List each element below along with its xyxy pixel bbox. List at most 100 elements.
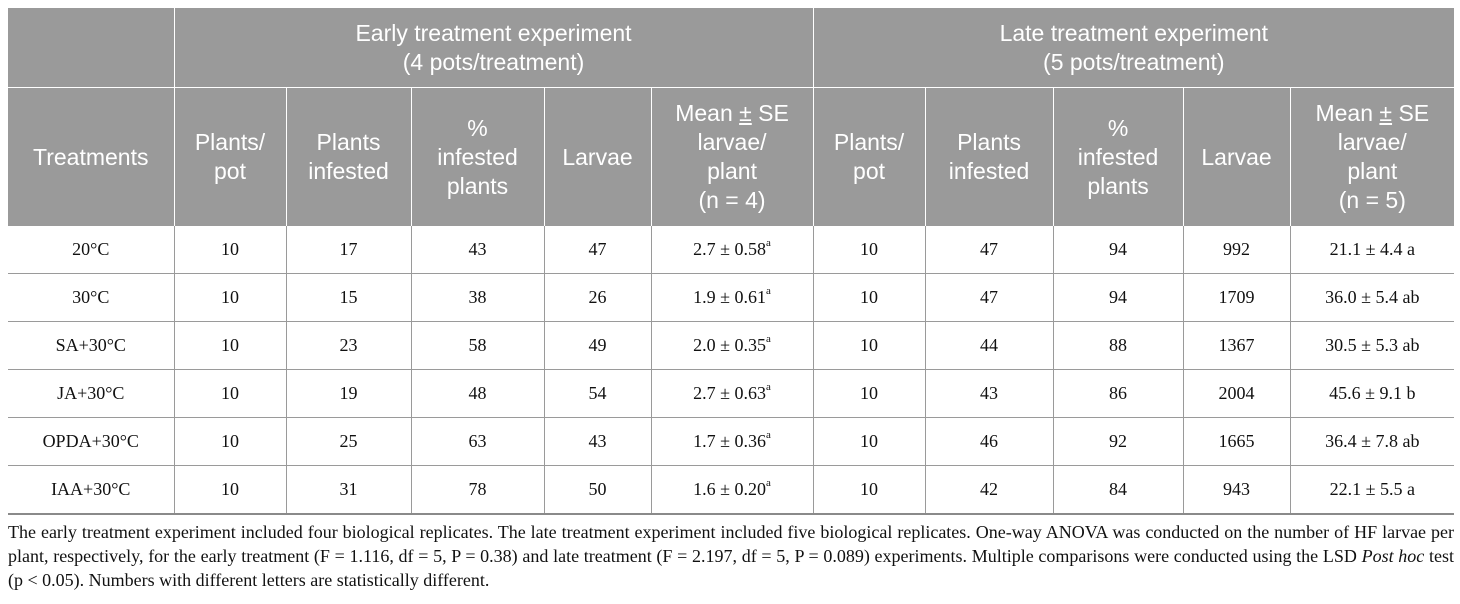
cell-early-larvae: 26 [543, 273, 651, 322]
cell-early-larvae: 49 [543, 321, 651, 370]
cell-early-mean-se: 1.6 ± 0.20a [650, 465, 814, 515]
col-treatments: Treatments [8, 87, 174, 226]
cell-early-mean-se: 2.7 ± 0.63a [650, 369, 814, 418]
cell-treatment: 30°C [8, 273, 174, 322]
cell-early-pct-infested: 63 [410, 417, 544, 466]
significance-letter: a [766, 285, 771, 297]
col-late-plants-infested: Plants infested [924, 87, 1054, 226]
cell-late-pct-infested: 94 [1052, 273, 1184, 322]
cell-late-plants-pot: 10 [812, 226, 926, 274]
cell-late-mean-se: 36.4 ± 7.8 ab [1289, 417, 1455, 466]
col-late-larvae: Larvae [1182, 87, 1291, 226]
late-subtitle: (5 pots/treatment) [1043, 48, 1225, 75]
late-title: Late treatment experiment [999, 19, 1269, 46]
results-table: Early treatment experiment (4 pots/treat… [8, 8, 1455, 515]
cell-treatment: OPDA+30°C [8, 417, 174, 466]
header-blank-cell [8, 8, 174, 88]
cell-late-mean-se: 21.1 ± 4.4 a [1289, 226, 1455, 274]
cell-early-plants-infested: 31 [285, 465, 411, 515]
significance-letter: a [766, 477, 771, 489]
cell-late-mean-se: 36.0 ± 5.4 ab [1289, 273, 1455, 322]
col-early-larvae: Larvae [543, 87, 651, 226]
table-row: IAA+30°C 10 31 78 50 1.6 ± 0.20a 10 42 8… [8, 465, 1455, 515]
cell-early-pct-infested: 78 [410, 465, 544, 515]
cell-early-mean-se: 2.0 ± 0.35a [650, 321, 814, 370]
cell-early-plants-pot: 10 [173, 465, 286, 515]
header-row-columns: Treatments Plants/pot Plants infested % in… [8, 87, 1455, 226]
cell-early-plants-infested: 17 [285, 226, 411, 274]
cell-early-pct-infested: 48 [410, 369, 544, 418]
cell-late-pct-infested: 92 [1052, 417, 1184, 466]
col-early-mean-se: Mean ± SE larvae/plant (n = 4) [650, 87, 814, 226]
cell-late-plants-pot: 10 [812, 321, 926, 370]
table-footnote: The early treatment experiment included … [8, 522, 1454, 590]
cell-late-mean-se: 45.6 ± 9.1 b [1289, 369, 1455, 418]
cell-late-larvae: 943 [1182, 465, 1291, 515]
table-row: 20°C 10 17 43 47 2.7 ± 0.58a 10 47 94 99… [8, 226, 1455, 274]
cell-late-pct-infested: 84 [1052, 465, 1184, 515]
cell-late-larvae: 2004 [1182, 369, 1291, 418]
cell-late-pct-infested: 86 [1052, 369, 1184, 418]
cell-early-plants-pot: 10 [173, 417, 286, 466]
cell-treatment: 20°C [8, 226, 174, 274]
cell-early-plants-pot: 10 [173, 369, 286, 418]
table-row: OPDA+30°C 10 25 63 43 1.7 ± 0.36a 10 46 … [8, 417, 1455, 466]
cell-late-plants-pot: 10 [812, 273, 926, 322]
col-early-pct-infested: % infested plants [410, 87, 544, 226]
cell-late-plants-infested: 47 [924, 273, 1054, 322]
cell-early-plants-pot: 10 [173, 321, 286, 370]
cell-late-larvae: 1665 [1182, 417, 1291, 466]
significance-letter: a [766, 333, 771, 345]
cell-late-larvae: 1709 [1182, 273, 1291, 322]
cell-late-plants-pot: 10 [812, 369, 926, 418]
footnote-italic: Post hoc [1361, 546, 1425, 566]
col-early-plants-infested: Plants infested [285, 87, 411, 226]
cell-late-plants-infested: 42 [924, 465, 1054, 515]
col-late-mean-se: Mean ± SE larvae/plant (n = 5) [1289, 87, 1455, 226]
cell-early-pct-infested: 58 [410, 321, 544, 370]
cell-late-mean-se: 22.1 ± 5.5 a [1289, 465, 1455, 515]
cell-early-mean-se: 1.7 ± 0.36a [650, 417, 814, 466]
cell-early-larvae: 43 [543, 417, 651, 466]
header-row-groups: Early treatment experiment (4 pots/treat… [8, 8, 1455, 88]
cell-early-plants-infested: 23 [285, 321, 411, 370]
significance-letter: a [766, 237, 771, 249]
early-title: Early treatment experiment [355, 19, 632, 46]
cell-late-pct-infested: 88 [1052, 321, 1184, 370]
cell-treatment: JA+30°C [8, 369, 174, 418]
early-subtitle: (4 pots/treatment) [402, 48, 585, 75]
cell-early-plants-infested: 25 [285, 417, 411, 466]
cell-early-plants-pot: 10 [173, 273, 286, 322]
col-late-plants-pot: Plants/pot [812, 87, 926, 226]
cell-late-pct-infested: 94 [1052, 226, 1184, 274]
results-table-container: Early treatment experiment (4 pots/treat… [8, 8, 1455, 592]
significance-letter: a [766, 429, 771, 441]
significance-letter: a [766, 381, 771, 393]
table-row: 30°C 10 15 38 26 1.9 ± 0.61a 10 47 94 17… [8, 273, 1455, 322]
cell-late-plants-infested: 43 [924, 369, 1054, 418]
cell-early-plants-infested: 15 [285, 273, 411, 322]
table-row: SA+30°C 10 23 58 49 2.0 ± 0.35a 10 44 88… [8, 321, 1455, 370]
cell-early-larvae: 54 [543, 369, 651, 418]
cell-early-pct-infested: 43 [410, 226, 544, 274]
cell-early-mean-se: 1.9 ± 0.61a [650, 273, 814, 322]
col-late-pct-infested: % infested plants [1052, 87, 1184, 226]
cell-late-plants-pot: 10 [812, 417, 926, 466]
cell-late-plants-infested: 44 [924, 321, 1054, 370]
cell-treatment: IAA+30°C [8, 465, 174, 515]
table-row: JA+30°C 10 19 48 54 2.7 ± 0.63a 10 43 86… [8, 369, 1455, 418]
cell-early-larvae: 47 [543, 226, 651, 274]
cell-late-plants-infested: 46 [924, 417, 1054, 466]
cell-late-larvae: 992 [1182, 226, 1291, 274]
cell-early-plants-infested: 19 [285, 369, 411, 418]
late-experiment-header: Late treatment experiment (5 pots/treatm… [812, 8, 1455, 88]
early-experiment-header: Early treatment experiment (4 pots/treat… [173, 8, 814, 88]
cell-early-pct-infested: 38 [410, 273, 544, 322]
cell-treatment: SA+30°C [8, 321, 174, 370]
cell-late-larvae: 1367 [1182, 321, 1291, 370]
cell-early-mean-se: 2.7 ± 0.58a [650, 226, 814, 274]
cell-late-mean-se: 30.5 ± 5.3 ab [1289, 321, 1455, 370]
col-early-plants-pot: Plants/pot [173, 87, 286, 226]
cell-late-plants-infested: 47 [924, 226, 1054, 274]
cell-early-larvae: 50 [543, 465, 651, 515]
